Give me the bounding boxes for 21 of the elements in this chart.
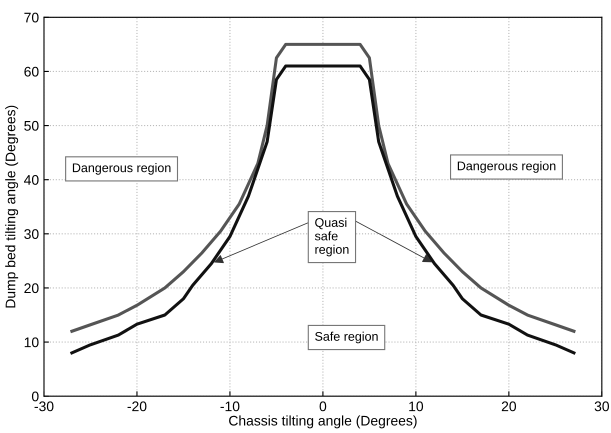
- y-tick-label: 30: [24, 229, 39, 239]
- annotation: Dangerous region: [72, 163, 170, 175]
- x-tick-label: 10: [409, 401, 424, 412]
- y-axis-title: Dump bed tilting angle (Degrees): [5, 106, 18, 308]
- y-tick-label: 70: [24, 12, 39, 22]
- x-tick-label: -30: [34, 401, 54, 412]
- y-tick-label: 50: [24, 120, 39, 131]
- y-tick-label: 40: [24, 175, 39, 185]
- y-tick-label: 0: [32, 392, 39, 402]
- y-tick-label: 10: [24, 337, 39, 348]
- x-tick-label: 0: [320, 401, 326, 412]
- y-tick-label: 20: [24, 283, 39, 294]
- x-tick-label: 30: [594, 401, 610, 412]
- annotation: Safe region: [315, 332, 378, 344]
- x-tick-label: -20: [128, 401, 146, 412]
- annotation: Quasi safe region: [314, 218, 348, 256]
- x-tick-label: -10: [220, 401, 240, 412]
- x-axis-title: Chassis tilting angle (Degrees): [229, 415, 417, 428]
- x-tick-label: 20: [502, 401, 516, 412]
- annotation: Dangerous region: [458, 161, 556, 173]
- y-tick-label: 60: [24, 66, 39, 77]
